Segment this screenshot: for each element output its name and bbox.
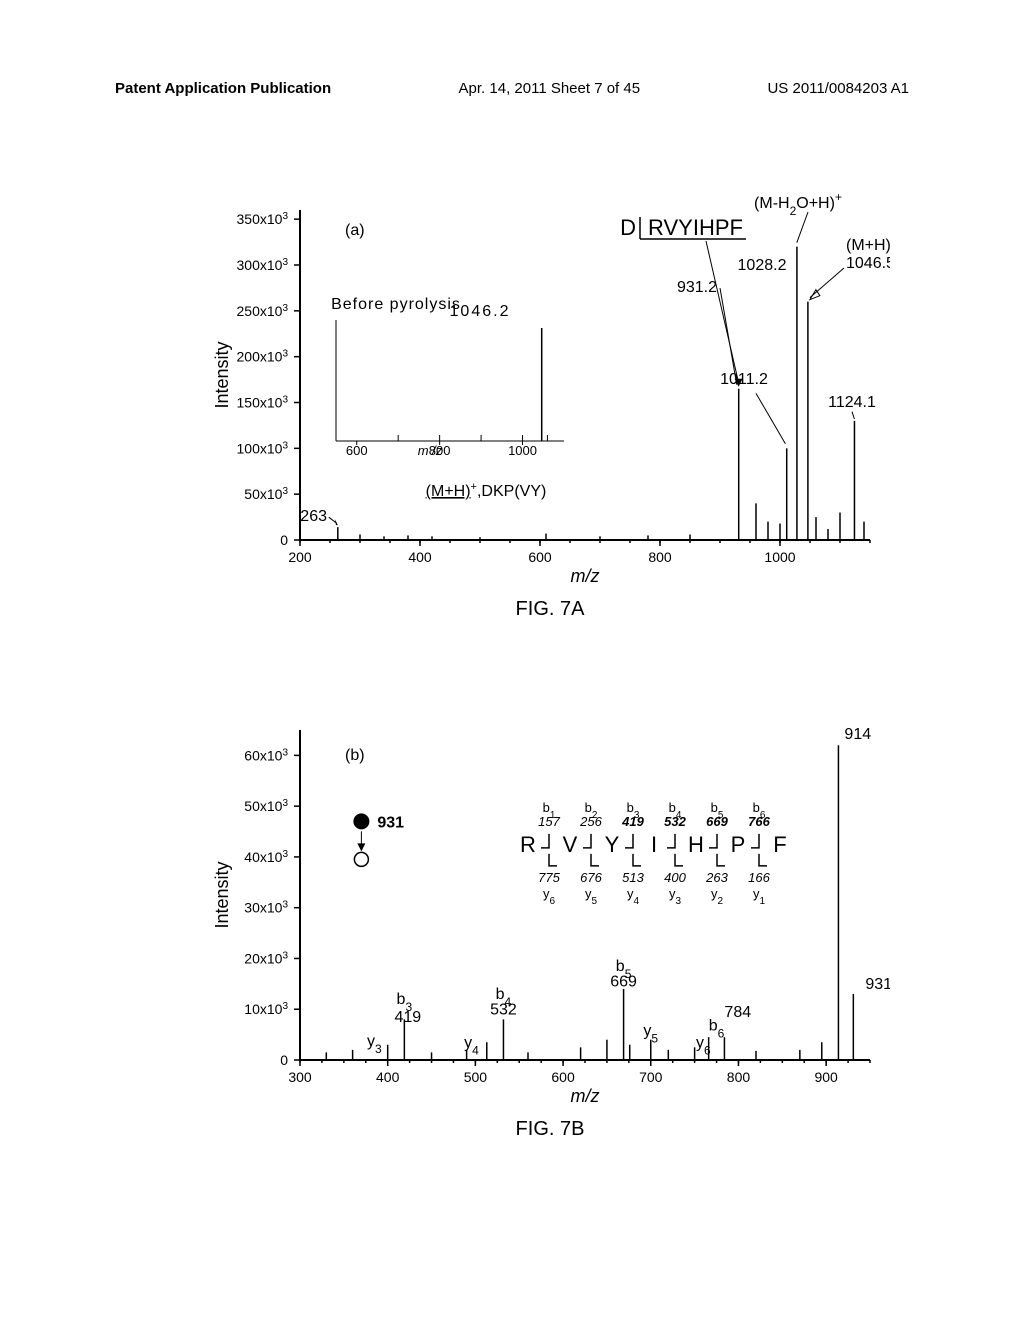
figure-7b-caption: FIG. 7B [210, 1118, 890, 1141]
svg-text:(a): (a) [345, 222, 365, 239]
svg-text:y1: y1 [753, 886, 766, 907]
svg-text:532: 532 [490, 1001, 517, 1018]
svg-text:Intensity: Intensity [212, 341, 232, 408]
svg-text:166: 166 [748, 870, 770, 885]
svg-text:150x103: 150x103 [237, 394, 289, 411]
svg-text:0: 0 [280, 532, 288, 548]
svg-text:Before pyrolysis: Before pyrolysis [331, 296, 461, 313]
svg-text:800: 800 [648, 549, 672, 565]
svg-text:V: V [563, 832, 578, 857]
svg-text:263: 263 [705, 870, 728, 885]
svg-text:Intensity: Intensity [212, 861, 232, 928]
svg-text:419: 419 [395, 1009, 422, 1026]
svg-text:784: 784 [724, 1004, 751, 1021]
svg-text:y3: y3 [669, 886, 682, 907]
svg-text:700: 700 [639, 1069, 663, 1085]
svg-text:532: 532 [664, 814, 686, 829]
chart-7b-svg: 300 400 500 600 700 800 900 m/z 0 10x103 20x103 30x… [210, 710, 890, 1110]
svg-text:H: H [688, 832, 704, 857]
svg-text:600: 600 [346, 443, 368, 458]
svg-text:775: 775 [538, 870, 560, 885]
svg-text:350x103: 350x103 [237, 211, 289, 228]
svg-text:300x103: 300x103 [237, 257, 289, 274]
page-header: Patent Application Publication Apr. 14, … [0, 80, 1024, 97]
svg-text:0: 0 [280, 1052, 288, 1068]
svg-text:40x103: 40x103 [244, 848, 288, 865]
svg-text:(M+H)+: (M+H)+ [846, 235, 890, 254]
svg-text:400: 400 [408, 549, 432, 565]
svg-text:D: D [620, 215, 636, 240]
svg-text:669: 669 [610, 973, 637, 990]
svg-text:1011.2: 1011.2 [720, 371, 768, 388]
svg-text:m /z: m /z [418, 443, 443, 458]
svg-text:10x103: 10x103 [244, 1001, 288, 1018]
svg-text:100x103: 100x103 [237, 440, 289, 457]
svg-text:y4: y4 [627, 886, 640, 907]
svg-text:900: 900 [814, 1069, 838, 1085]
figure-7a-caption: FIG. 7A [210, 598, 890, 621]
svg-text:263: 263 [300, 508, 327, 525]
svg-text:931.2: 931.2 [677, 279, 717, 296]
svg-text:F: F [773, 832, 786, 857]
svg-text:600: 600 [551, 1069, 575, 1085]
svg-text:m/z: m/z [571, 1086, 600, 1106]
svg-text:931: 931 [377, 814, 404, 831]
svg-text:766: 766 [748, 814, 770, 829]
svg-text:1046.2: 1046.2 [450, 303, 511, 320]
svg-text:931: 931 [865, 976, 890, 993]
svg-text:669: 669 [706, 814, 728, 829]
svg-text:1000: 1000 [764, 549, 795, 565]
svg-text:500: 500 [464, 1069, 488, 1085]
svg-text:RVYIHPF: RVYIHPF [648, 215, 743, 240]
svg-text:250x103: 250x103 [237, 302, 289, 319]
svg-text:y5: y5 [585, 886, 598, 907]
header-right: US 2011/0084203 A1 [767, 80, 909, 97]
svg-text:R: R [520, 832, 536, 857]
svg-text:y2: y2 [711, 886, 724, 907]
svg-text:50x103: 50x103 [244, 798, 288, 815]
svg-text:513: 513 [622, 870, 644, 885]
header-center: Apr. 14, 2011 Sheet 7 of 45 [459, 80, 641, 97]
svg-text:419: 419 [621, 814, 644, 829]
svg-text:b6: b6 [709, 1018, 725, 1041]
svg-text:1046.5: 1046.5 [846, 255, 890, 272]
svg-text:200x103: 200x103 [237, 348, 289, 365]
svg-text:1124.1: 1124.1 [828, 394, 876, 411]
svg-text:m/z: m/z [571, 566, 600, 586]
svg-text:Y: Y [605, 832, 620, 857]
svg-text:I: I [651, 832, 657, 857]
svg-text:(b): (b) [345, 747, 365, 764]
svg-text:(M+H)+,DKP(VY): (M+H)+,DKP(VY) [426, 481, 547, 500]
chart-7a-svg: 200 400 600 800 1000 m/z 0 50x103 100x103 150x103… [210, 190, 890, 590]
svg-text:(M-H2O+H)+: (M-H2O+H)+ [754, 190, 842, 218]
svg-text:400: 400 [376, 1069, 400, 1085]
svg-text:914: 914 [844, 726, 871, 743]
svg-text:157: 157 [538, 814, 560, 829]
figure-7a: 200 400 600 800 1000 m/z 0 50x103 100x103 150x103… [210, 190, 890, 620]
svg-text:60x103: 60x103 [244, 747, 288, 764]
header-left: Patent Application Publication [115, 80, 331, 97]
svg-text:200: 200 [288, 549, 312, 565]
svg-text:y6: y6 [543, 886, 556, 907]
svg-text:400: 400 [664, 870, 686, 885]
svg-text:20x103: 20x103 [244, 950, 288, 967]
svg-text:y3: y3 [367, 1033, 382, 1056]
svg-text:30x103: 30x103 [244, 899, 288, 916]
svg-text:1000: 1000 [508, 443, 537, 458]
svg-text:800: 800 [727, 1069, 751, 1085]
svg-text:50x103: 50x103 [244, 486, 288, 503]
svg-text:256: 256 [579, 814, 602, 829]
svg-text:300: 300 [288, 1069, 312, 1085]
svg-text:P: P [731, 832, 746, 857]
svg-text:600: 600 [528, 549, 552, 565]
svg-text:676: 676 [580, 870, 602, 885]
svg-text:1028.2: 1028.2 [738, 257, 787, 274]
svg-text:y5: y5 [643, 1023, 658, 1046]
figure-7b: 300 400 500 600 700 800 900 m/z 0 10x103 20x103 30x… [210, 710, 890, 1130]
